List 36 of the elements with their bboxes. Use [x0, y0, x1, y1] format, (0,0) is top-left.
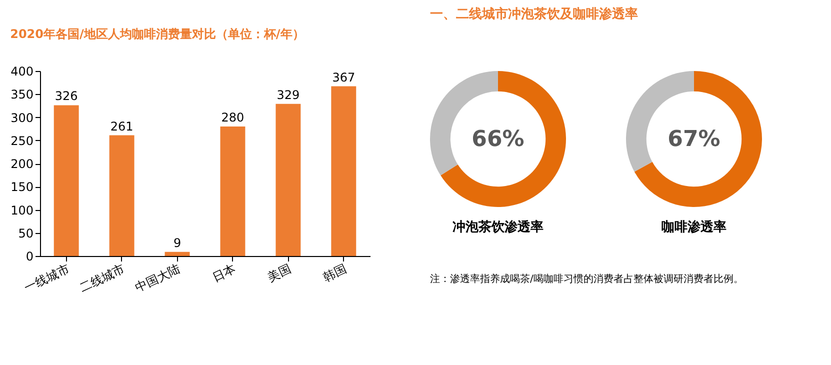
x-tick-label: 二线城市	[77, 262, 127, 295]
y-tick-label: 400	[10, 64, 34, 78]
y-tick-label: 300	[10, 110, 34, 125]
y-tick-label: 50	[18, 226, 34, 240]
x-tick-label: 韩国	[321, 262, 349, 285]
x-tick-label: 日本	[210, 262, 238, 285]
data-label: 280	[221, 110, 244, 124]
data-label: 67%	[668, 127, 720, 152]
data-label: 326	[54, 89, 78, 104]
bar	[54, 105, 79, 256]
data-label: 66%	[472, 127, 524, 152]
bar	[109, 135, 134, 256]
chart-title: 2020年各国/地区人均咖啡消费量对比（单位：杯/年）	[10, 27, 304, 41]
donut-slice	[440, 71, 566, 207]
donut-slice	[634, 71, 762, 207]
y-tick-label: 250	[10, 134, 34, 148]
x-tick-label: 一线城市	[22, 262, 72, 295]
y-tick-label: 150	[10, 180, 34, 194]
data-label: 329	[276, 88, 300, 102]
y-tick-label: 200	[10, 157, 34, 171]
y-tick-label: 350	[10, 88, 34, 102]
bar	[331, 86, 356, 256]
bar	[276, 104, 301, 256]
data-label: 261	[110, 119, 134, 134]
slice-label: 咖啡渗透率	[662, 219, 726, 235]
bar	[220, 126, 246, 256]
data-label: 367	[332, 70, 356, 84]
x-tick-label: 中国大陆	[132, 262, 182, 295]
chart-title: 一、二线城市冲泡茶饮及咖啡渗透率	[430, 6, 638, 22]
bar	[164, 252, 190, 256]
y-tick-label: 0	[26, 250, 34, 264]
x-tick-label: 美国	[266, 262, 294, 285]
y-tick-label: 100	[10, 203, 34, 218]
data-label: 9	[173, 236, 182, 250]
slice-label: 冲泡茶饮渗透率	[452, 219, 544, 235]
text: 注：渗透率指养成喝茶/喝咖啡习惯的消费者占整体被调研消费者比例。	[430, 273, 744, 285]
